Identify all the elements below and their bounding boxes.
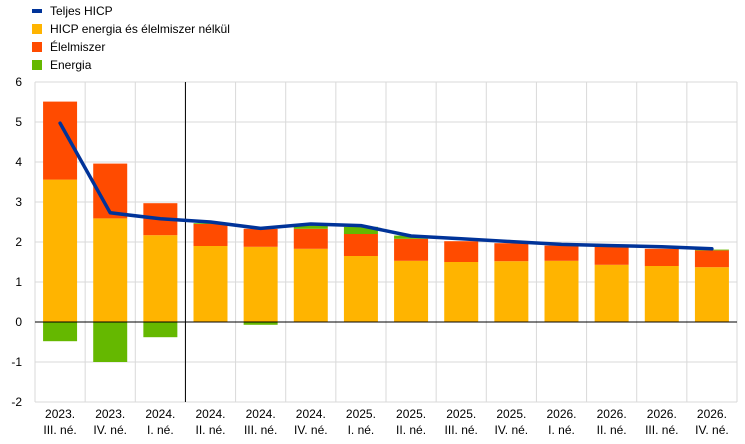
legend-label-food: Élelmiszer	[50, 40, 106, 54]
axis-labels: -2 -1 0 1 2 3 4 5 6 2023. III. né. 2023. IV. né. 2024…	[11, 75, 728, 437]
legend-label-energy: Energia	[50, 58, 92, 72]
x-tick-label-quarter: IV. né.	[695, 423, 729, 437]
x-tick-label-year: 2024.	[296, 407, 326, 421]
bar-segment	[343, 256, 378, 322]
x-tick-label-quarter: III. né.	[645, 423, 678, 437]
bar-segment	[293, 225, 328, 229]
x-tick-label-year: 2026.	[546, 407, 576, 421]
x-tick-label-year: 2025.	[446, 407, 476, 421]
bar-segment	[43, 101, 78, 180]
x-tick-label-quarter: IV. né.	[495, 423, 529, 437]
x-tick-label-quarter: III. né.	[244, 423, 277, 437]
bar-segment	[544, 245, 579, 261]
bar-segment	[594, 246, 629, 265]
x-tick-label-year: 2026.	[647, 407, 677, 421]
bar-segment	[193, 246, 228, 322]
y-tick-label: 1	[15, 275, 22, 289]
x-tick-label-quarter: II. né.	[195, 423, 225, 437]
bar-segment	[494, 243, 529, 262]
x-tick-label-quarter: I. né.	[147, 423, 174, 437]
bar-segment	[644, 248, 679, 266]
chart-legend: Teljes HICP HICP energia és élelmiszer n…	[10, 2, 230, 74]
bar-segment	[143, 235, 178, 322]
x-tick-label-quarter: III. né.	[43, 423, 76, 437]
x-tick-label-year: 2026.	[597, 407, 627, 421]
legend-label-core-hicp: HICP energia és élelmiszer nélkül	[50, 22, 230, 36]
bar-segment	[394, 260, 429, 322]
bar-segment	[43, 322, 78, 342]
x-tick-label-quarter: III. né.	[445, 423, 478, 437]
x-tick-label-year: 2025.	[346, 407, 376, 421]
bar-group	[43, 101, 729, 362]
bar-segment	[243, 246, 278, 322]
x-tick-label-quarter: IV. né.	[93, 423, 127, 437]
y-tick-label: -2	[11, 395, 22, 409]
bar-segment	[644, 266, 679, 322]
y-tick-label: 6	[15, 75, 22, 89]
bar-segment	[444, 241, 479, 262]
legend-item-core-hicp: HICP energia és élelmiszer nélkül	[10, 20, 230, 38]
legend-swatch-core-hicp	[32, 24, 42, 34]
bar-segment	[293, 228, 328, 249]
x-tick-label-year: 2024.	[246, 407, 276, 421]
bar-segment	[544, 260, 579, 322]
total-hicp-line	[58, 121, 714, 251]
x-tick-label-year: 2024.	[145, 407, 175, 421]
bar-segment	[343, 226, 378, 234]
x-tick-label-quarter: I. né.	[348, 423, 375, 437]
y-tick-label: 0	[15, 315, 22, 329]
x-tick-label-quarter: II. né.	[396, 423, 426, 437]
bar-segment	[93, 322, 128, 362]
bar-segment	[143, 322, 178, 338]
total-hicp-line-group	[58, 121, 714, 251]
legend-label-total-hicp: Teljes HICP	[50, 4, 113, 18]
x-tick-label-year: 2023.	[45, 407, 75, 421]
bar-segment	[694, 250, 729, 268]
axes	[35, 82, 737, 402]
x-tick-label-year: 2026.	[697, 407, 727, 421]
y-tick-label: 5	[15, 115, 22, 129]
bar-segment	[293, 248, 328, 322]
legend-item-energy: Energia	[10, 56, 230, 74]
y-tick-label: -1	[11, 355, 22, 369]
bar-segment	[694, 267, 729, 322]
x-tick-label-quarter: IV. né.	[294, 423, 328, 437]
x-tick-label-year: 2023.	[95, 407, 125, 421]
bar-segment	[594, 264, 629, 322]
x-tick-label-year: 2025.	[496, 407, 526, 421]
bar-segment	[394, 238, 429, 261]
legend-swatch-total-hicp	[32, 9, 42, 13]
bar-segment	[43, 179, 78, 322]
y-tick-label: 4	[15, 155, 22, 169]
legend-item-total-hicp: Teljes HICP	[10, 2, 230, 20]
y-tick-label: 3	[15, 195, 22, 209]
legend-swatch-food	[32, 42, 42, 52]
bar-segment	[444, 262, 479, 322]
x-tick-label-quarter: II. né.	[597, 423, 627, 437]
x-tick-label-year: 2024.	[195, 407, 225, 421]
bar-segment	[243, 228, 278, 247]
y-tick-label: 2	[15, 235, 22, 249]
bar-segment	[193, 224, 228, 246]
x-tick-label-quarter: I. né.	[548, 423, 575, 437]
legend-item-food: Élelmiszer	[10, 38, 230, 56]
gridlines	[34, 81, 738, 403]
bar-segment	[243, 322, 278, 325]
legend-swatch-energy	[32, 60, 42, 70]
bar-segment	[494, 261, 529, 322]
x-tick-label-year: 2025.	[396, 407, 426, 421]
bar-segment	[343, 234, 378, 256]
bar-segment	[93, 218, 128, 322]
